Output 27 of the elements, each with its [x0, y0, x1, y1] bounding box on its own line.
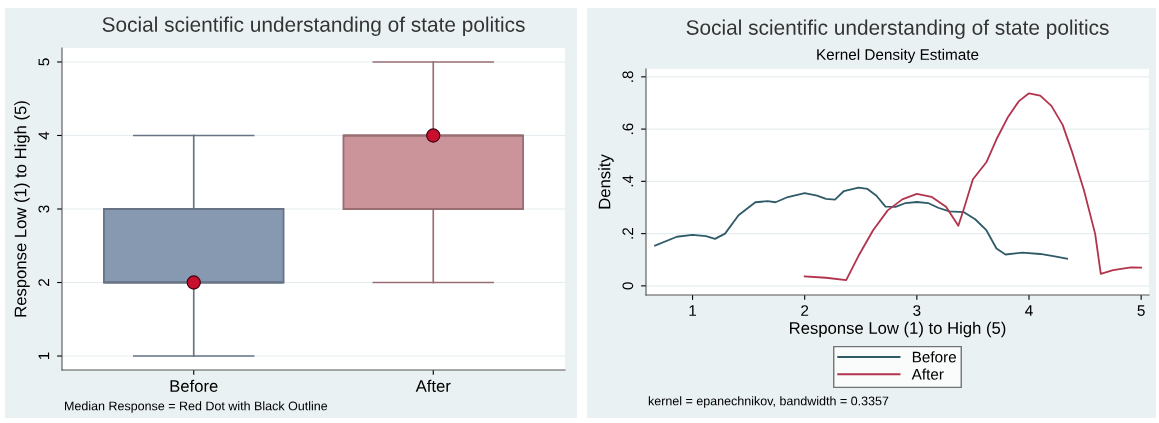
y-tick-label: 0 — [622, 282, 634, 290]
y-tick-label: 2 — [38, 279, 50, 286]
y-tick-label: 3 — [38, 205, 50, 213]
x-tick-label: 1 — [689, 305, 697, 316]
text: kernel = epanechnikov, bandwidth = 0.3357 — [648, 396, 889, 408]
line-series — [803, 92, 1143, 282]
y-tick-label: 4 — [38, 131, 50, 140]
legend-label: Before — [912, 351, 956, 363]
chart-title: Social scientific understanding of state politics — [102, 16, 525, 36]
y-tick-label: .6 — [622, 123, 634, 135]
x-axis-title: Response Low (1) to High (5) — [790, 321, 1006, 338]
chart-subtitle: Kernel Density Estimate — [817, 48, 979, 63]
legend-label: After — [911, 368, 944, 380]
line-series — [654, 186, 1069, 260]
y-tick-label: .2 — [622, 228, 634, 239]
x-tick-label: 4 — [1025, 305, 1033, 316]
x-tick-label: 3 — [913, 305, 921, 316]
text: Median Response = Red Dot with Black Outline — [65, 401, 328, 413]
y-axis-title: Response Low (1) to High (5) — [14, 101, 30, 317]
x-tick-label: 5 — [1137, 305, 1145, 316]
y-tick-label: .4 — [622, 175, 634, 187]
y-tick-label: 1 — [38, 352, 50, 360]
y-tick-label: 5 — [38, 58, 50, 66]
y-axis-title: Density — [598, 154, 614, 209]
chart-title: Social scientific understanding of state politics — [686, 19, 1109, 39]
x-tick-label: 2 — [801, 305, 809, 316]
y-tick-label: .8 — [622, 71, 634, 82]
